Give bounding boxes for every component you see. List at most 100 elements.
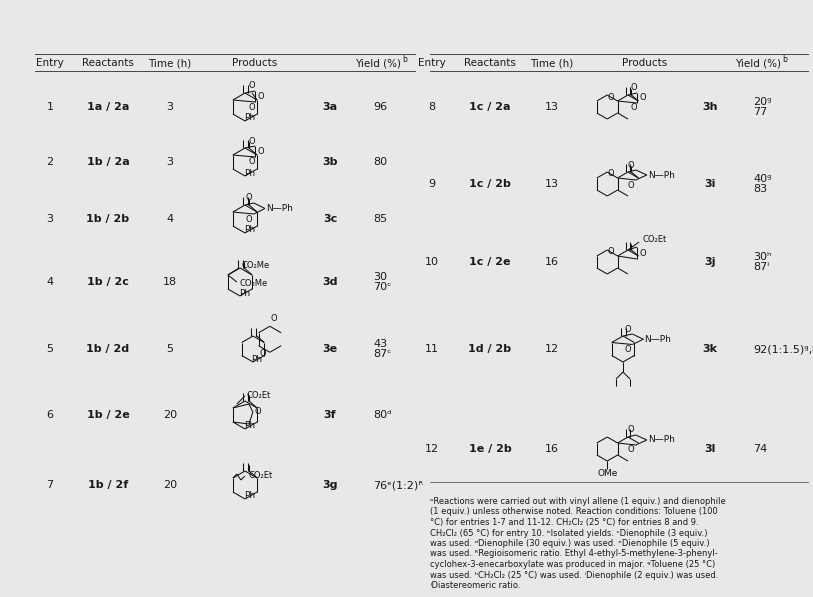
Text: 18: 18 [163,277,177,287]
Text: 2: 2 [46,157,54,167]
Text: was used. ᴿRegioisomeric ratio. Ethyl 4-ethyl-5-methylene-3-phenyl-: was used. ᴿRegioisomeric ratio. Ethyl 4-… [430,549,718,559]
Text: 12: 12 [425,444,439,454]
Text: 16: 16 [545,444,559,454]
Text: O: O [624,345,631,354]
Text: 3: 3 [167,157,173,167]
Text: 96: 96 [373,102,387,112]
Text: CO₂Et: CO₂Et [642,235,666,245]
Text: 30ʰ: 30ʰ [753,252,772,262]
Text: O: O [628,161,634,170]
Text: O: O [607,93,614,101]
Text: O: O [249,158,255,167]
Text: cyclohex-3-enecarboxylate was produced in major. ᵍToluene (25 °C): cyclohex-3-enecarboxylate was produced i… [430,560,715,569]
Text: 1c / 2b: 1c / 2b [469,179,511,189]
Text: 3c: 3c [323,214,337,224]
Text: O: O [271,314,277,323]
Text: 74: 74 [753,444,767,454]
Text: 16: 16 [545,257,559,267]
Text: O: O [258,147,264,156]
Text: 4: 4 [46,277,54,287]
Text: 43: 43 [373,339,387,349]
Text: 77: 77 [753,107,767,117]
Text: Yield (%): Yield (%) [735,58,781,68]
Text: O: O [631,103,637,112]
Text: Reactants: Reactants [82,58,134,68]
Text: ᵃReactions were carried out with vinyl allene (1 equiv.) and dienophile: ᵃReactions were carried out with vinyl a… [430,497,726,506]
Text: O: O [246,214,252,223]
Text: 5: 5 [46,344,54,354]
Text: N—Ph: N—Ph [266,204,293,213]
Text: 80: 80 [373,157,387,167]
Text: 3i: 3i [704,179,715,189]
Text: O: O [607,248,614,257]
Text: 83: 83 [753,184,767,194]
Text: was used. ᵈDienophile (30 equiv.) was used. ᵉDienophile (5 equiv.): was used. ᵈDienophile (30 equiv.) was us… [430,539,710,548]
Text: 87ᶜ: 87ᶜ [373,349,391,359]
Text: 1: 1 [46,102,54,112]
Text: 1d / 2b: 1d / 2b [468,344,511,354]
Text: 3: 3 [167,102,173,112]
Text: 76ᵉ(1:2)ᴿ: 76ᵉ(1:2)ᴿ [373,480,423,490]
Text: Entry: Entry [418,58,446,68]
Text: 3g: 3g [322,480,337,490]
Text: 1b / 2b: 1b / 2b [86,214,129,224]
Text: Ph: Ph [244,491,255,500]
Text: Time (h): Time (h) [530,58,574,68]
Text: Products: Products [233,58,277,68]
Text: 1b / 2c: 1b / 2c [87,277,129,287]
Text: Ph: Ph [244,168,255,177]
Text: 3h: 3h [702,102,718,112]
Text: 10: 10 [425,257,439,267]
Text: O: O [246,193,252,202]
Text: O: O [249,82,255,91]
Text: 8: 8 [428,102,436,112]
Text: CO₂Et: CO₂Et [249,472,273,481]
Text: 5: 5 [167,344,173,354]
Text: O: O [624,325,631,334]
Text: 3d: 3d [322,277,337,287]
Text: CO₂Me: CO₂Me [242,261,270,270]
Text: O: O [259,349,266,358]
Text: O: O [255,408,262,417]
Text: O: O [628,426,634,435]
Text: N—Ph: N—Ph [648,435,675,445]
Text: Products: Products [623,58,667,68]
Text: 12: 12 [545,344,559,354]
Text: 92(1:1.5)ᵍ,ʲ: 92(1:1.5)ᵍ,ʲ [753,344,813,354]
Text: CO₂Me: CO₂Me [240,279,268,288]
Text: O: O [258,92,264,101]
Text: 3e: 3e [323,344,337,354]
Text: 20ᵍ: 20ᵍ [753,97,772,107]
Text: b: b [402,56,407,64]
Text: Time (h): Time (h) [149,58,192,68]
Text: b: b [783,56,788,64]
Text: 13: 13 [545,179,559,189]
Text: 3a: 3a [323,102,337,112]
Text: O: O [628,445,634,454]
Text: °C) for entries 1-7 and 11-12. CH₂Cl₂ (25 °C) for entries 8 and 9.: °C) for entries 1-7 and 11-12. CH₂Cl₂ (2… [430,518,698,527]
Text: 87ⁱ: 87ⁱ [753,262,769,272]
Text: 11: 11 [425,344,439,354]
Text: Yield (%): Yield (%) [355,58,401,68]
Text: ʲDiastereomeric ratio.: ʲDiastereomeric ratio. [430,581,520,590]
Text: 3b: 3b [322,157,337,167]
Text: 6: 6 [46,410,54,420]
Text: CO₂Et: CO₂Et [247,390,271,399]
Text: 1b / 2d: 1b / 2d [86,344,129,354]
Text: O: O [249,137,255,146]
Text: 13: 13 [545,102,559,112]
Text: Entry: Entry [36,58,64,68]
Text: (1 equiv.) unless otherwise noted. Reaction conditions: Toluene (100: (1 equiv.) unless otherwise noted. React… [430,507,718,516]
Text: CH₂Cl₂ (65 °C) for entry 10. ᵇIsolated yields. ᶜDienophile (3 equiv.): CH₂Cl₂ (65 °C) for entry 10. ᵇIsolated y… [430,528,707,537]
Text: 1c / 2a: 1c / 2a [469,102,511,112]
Text: 20: 20 [163,480,177,490]
Text: 3l: 3l [704,444,715,454]
Text: 1e / 2b: 1e / 2b [468,444,511,454]
Text: 1c / 2e: 1c / 2e [469,257,511,267]
Text: was used. ʰCH₂Cl₂ (25 °C) was used. ⁱDienophile (2 equiv.) was used.: was used. ʰCH₂Cl₂ (25 °C) was used. ⁱDie… [430,571,719,580]
Text: N—Ph: N—Ph [645,335,672,344]
Text: O: O [640,248,646,257]
Text: 3k: 3k [702,344,718,354]
Text: 1b / 2e: 1b / 2e [87,410,129,420]
Text: 7: 7 [46,480,54,490]
